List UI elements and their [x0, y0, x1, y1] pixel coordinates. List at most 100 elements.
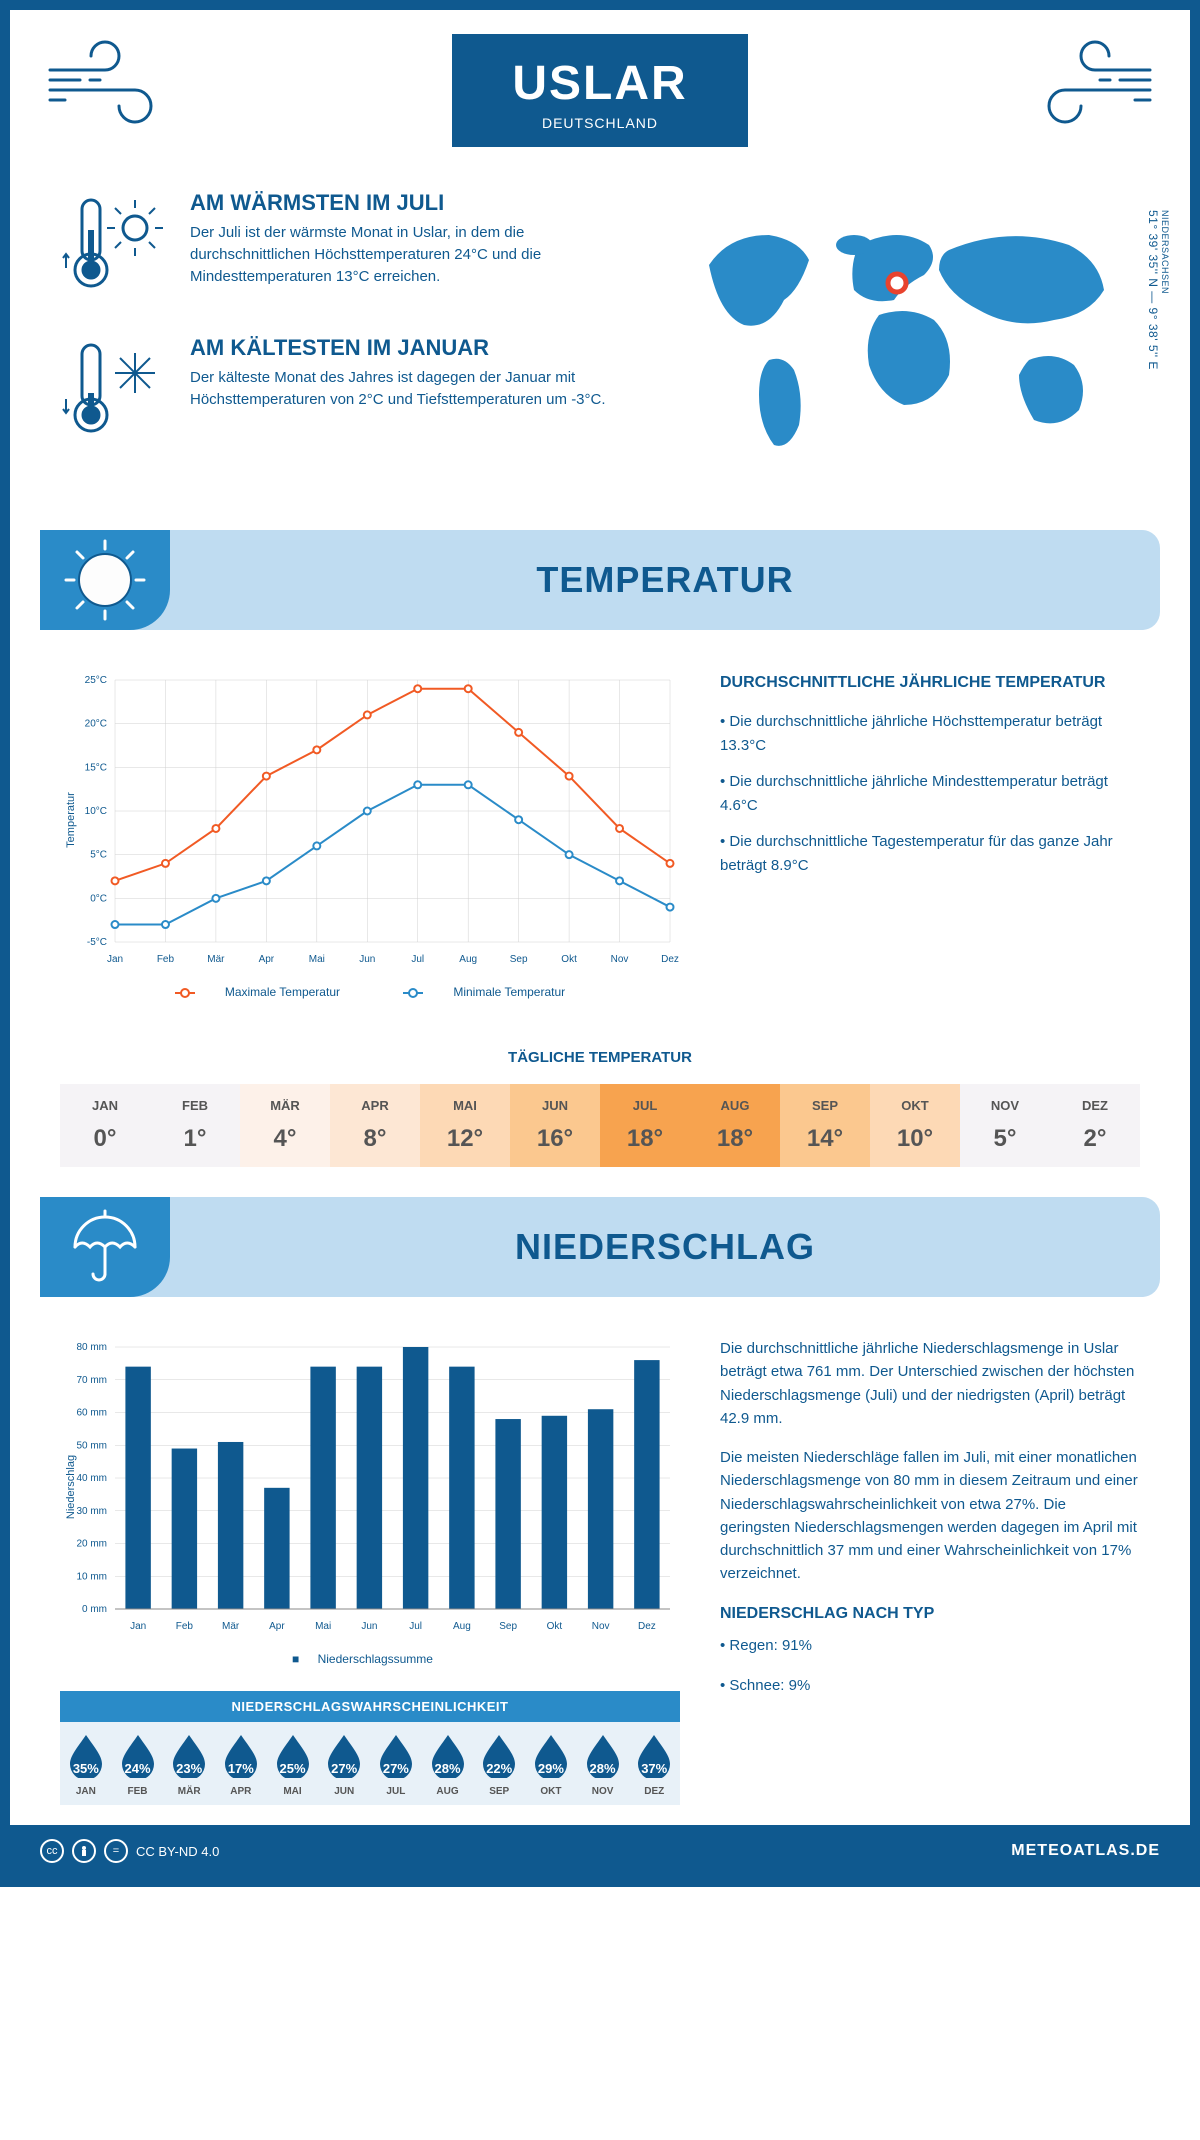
- svg-text:Okt: Okt: [561, 954, 577, 965]
- svg-text:5°C: 5°C: [90, 850, 107, 861]
- probability-box: NIEDERSCHLAGSWAHRSCHEINLICHKEIT 35% JAN …: [60, 1691, 680, 1805]
- svg-text:30 mm: 30 mm: [76, 1506, 107, 1517]
- probability-cell: 28% NOV: [577, 1732, 629, 1797]
- probability-cell: 25% MAI: [267, 1732, 319, 1797]
- probability-cell: 23% MÄR: [163, 1732, 215, 1797]
- page: USLAR DEUTSCHLAND: [0, 0, 1200, 1887]
- precip-p1: Die durchschnittliche jährliche Niedersc…: [720, 1337, 1140, 1430]
- summary-b1: • Die durchschnittliche jährliche Höchst…: [720, 710, 1140, 758]
- precipitation-row: 0 mm10 mm20 mm30 mm40 mm50 mm60 mm70 mm8…: [10, 1327, 1190, 1825]
- svg-text:Temperatur: Temperatur: [65, 792, 77, 848]
- wind-icon: [40, 35, 180, 140]
- svg-text:Apr: Apr: [269, 1621, 285, 1632]
- sun-icon: [40, 530, 170, 630]
- daily-temp-cell: AUG18°: [690, 1084, 780, 1167]
- country-name: DEUTSCHLAND: [512, 115, 687, 131]
- svg-text:Feb: Feb: [176, 1621, 194, 1632]
- header: USLAR DEUTSCHLAND: [10, 10, 1190, 170]
- section-banner-precipitation: NIEDERSCHLAG: [40, 1197, 1160, 1297]
- chart-legend: ■ Niederschlagssumme: [60, 1652, 680, 1666]
- thermometer-cold-icon: [60, 335, 170, 450]
- state-label: NIEDERSACHSEN: [1160, 210, 1170, 366]
- probability-title: NIEDERSCHLAGSWAHRSCHEINLICHKEIT: [60, 1691, 680, 1722]
- coldest-block: AM KÄLTESTEN IM JANUAR Der kälteste Mona…: [60, 335, 627, 450]
- svg-text:20°C: 20°C: [85, 719, 107, 730]
- daily-temp-strip: JAN0°FEB1°MÄR4°APR8°MAI12°JUN16°JUL18°AU…: [60, 1084, 1140, 1167]
- svg-text:40 mm: 40 mm: [76, 1473, 107, 1484]
- daily-temp-cell: JUL18°: [600, 1084, 690, 1167]
- warmest-block: AM WÄRMSTEN IM JULI Der Juli ist der wär…: [60, 190, 627, 305]
- warmest-title: AM WÄRMSTEN IM JULI: [190, 190, 627, 216]
- precip-type-title: NIEDERSCHLAG NACH TYP: [720, 1602, 1140, 1627]
- warmest-text: Der Juli ist der wärmste Monat in Uslar,…: [190, 222, 627, 287]
- probability-cell: 29% OKT: [525, 1732, 577, 1797]
- license-text: CC BY-ND 4.0: [136, 1844, 219, 1859]
- svg-text:60 mm: 60 mm: [76, 1408, 107, 1419]
- info-row: AM WÄRMSTEN IM JULI Der Juli ist der wär…: [10, 170, 1190, 510]
- temperature-line-chart: -5°C0°C5°C10°C15°C20°C25°CJanFebMärAprMa…: [60, 670, 680, 999]
- svg-text:25°C: 25°C: [85, 675, 107, 686]
- wind-icon: [1020, 35, 1160, 140]
- daily-temp-cell: DEZ2°: [1050, 1084, 1140, 1167]
- legend-min: Minimale Temperatur: [453, 985, 565, 999]
- city-name: USLAR: [512, 56, 687, 111]
- svg-text:Nov: Nov: [592, 1621, 610, 1632]
- license-block: cc = CC BY-ND 4.0: [40, 1839, 219, 1863]
- svg-text:Aug: Aug: [453, 1621, 471, 1632]
- svg-text:Apr: Apr: [259, 954, 275, 965]
- by-icon: [72, 1839, 96, 1863]
- precip-p2: Die meisten Niederschläge fallen im Juli…: [720, 1446, 1140, 1586]
- svg-text:Sep: Sep: [499, 1621, 517, 1632]
- coordinates: NIEDERSACHSEN 51° 39' 35'' N — 9° 38' 5'…: [1146, 210, 1170, 370]
- svg-text:50 mm: 50 mm: [76, 1440, 107, 1451]
- daily-temp-cell: APR8°: [330, 1084, 420, 1167]
- coords-value: 51° 39' 35'' N — 9° 38' 5'' E: [1146, 210, 1160, 370]
- svg-text:80 mm: 80 mm: [76, 1342, 107, 1353]
- svg-text:Jul: Jul: [409, 1621, 422, 1632]
- probability-cell: 27% JUN: [318, 1732, 370, 1797]
- daily-temp-title: TÄGLICHE TEMPERATUR: [10, 1049, 1190, 1066]
- daily-temp-cell: SEP14°: [780, 1084, 870, 1167]
- daily-temp-cell: MÄR4°: [240, 1084, 330, 1167]
- temperature-summary: DURCHSCHNITTLICHE JÄHRLICHE TEMPERATUR •…: [720, 670, 1140, 999]
- temperature-row: -5°C0°C5°C10°C15°C20°C25°CJanFebMärAprMa…: [10, 660, 1190, 1019]
- probability-cell: 22% SEP: [473, 1732, 525, 1797]
- svg-text:20 mm: 20 mm: [76, 1539, 107, 1550]
- daily-temp-cell: OKT10°: [870, 1084, 960, 1167]
- thermometer-hot-icon: [60, 190, 170, 305]
- svg-text:15°C: 15°C: [85, 762, 107, 773]
- svg-text:Mai: Mai: [315, 1621, 331, 1632]
- summary-b2: • Die durchschnittliche jährliche Mindes…: [720, 770, 1140, 818]
- svg-text:0°C: 0°C: [90, 893, 107, 904]
- svg-text:Okt: Okt: [547, 1621, 563, 1632]
- site-name: METEOATLAS.DE: [1011, 1842, 1160, 1860]
- svg-text:Mai: Mai: [309, 954, 325, 965]
- section-title: NIEDERSCHLAG: [170, 1226, 1160, 1268]
- section-banner-temperature: TEMPERATUR: [40, 530, 1160, 630]
- svg-text:Jun: Jun: [359, 954, 375, 965]
- summary-title: DURCHSCHNITTLICHE JÄHRLICHE TEMPERATUR: [720, 670, 1140, 696]
- chart-legend: Maximale Temperatur Minimale Temperatur: [60, 985, 680, 999]
- svg-text:10°C: 10°C: [85, 806, 107, 817]
- svg-text:Mär: Mär: [207, 954, 225, 965]
- daily-temp-cell: JAN0°: [60, 1084, 150, 1167]
- footer: cc = CC BY-ND 4.0 METEOATLAS.DE: [10, 1825, 1190, 1877]
- precipitation-text: Die durchschnittliche jährliche Niedersc…: [720, 1337, 1140, 1805]
- legend-precip: Niederschlagssumme: [318, 1652, 433, 1666]
- coldest-title: AM KÄLTESTEN IM JANUAR: [190, 335, 627, 361]
- svg-text:-5°C: -5°C: [87, 937, 107, 948]
- probability-cell: 37% DEZ: [628, 1732, 680, 1797]
- svg-text:Jan: Jan: [130, 1621, 146, 1632]
- probability-cell: 24% FEB: [112, 1732, 164, 1797]
- coldest-text: Der kälteste Monat des Jahres ist dagege…: [190, 367, 627, 411]
- svg-text:Dez: Dez: [661, 954, 679, 965]
- svg-text:Mär: Mär: [222, 1621, 240, 1632]
- info-left: AM WÄRMSTEN IM JULI Der Juli ist der wär…: [60, 190, 627, 480]
- summary-b3: • Die durchschnittliche Tagestemperatur …: [720, 830, 1140, 878]
- umbrella-icon: [40, 1197, 170, 1297]
- precip-snow: • Schnee: 9%: [720, 1674, 1140, 1697]
- svg-text:Sep: Sep: [510, 954, 528, 965]
- world-map: NIEDERSACHSEN 51° 39' 35'' N — 9° 38' 5'…: [667, 190, 1140, 480]
- probability-cell: 27% JUL: [370, 1732, 422, 1797]
- svg-text:Jul: Jul: [411, 954, 424, 965]
